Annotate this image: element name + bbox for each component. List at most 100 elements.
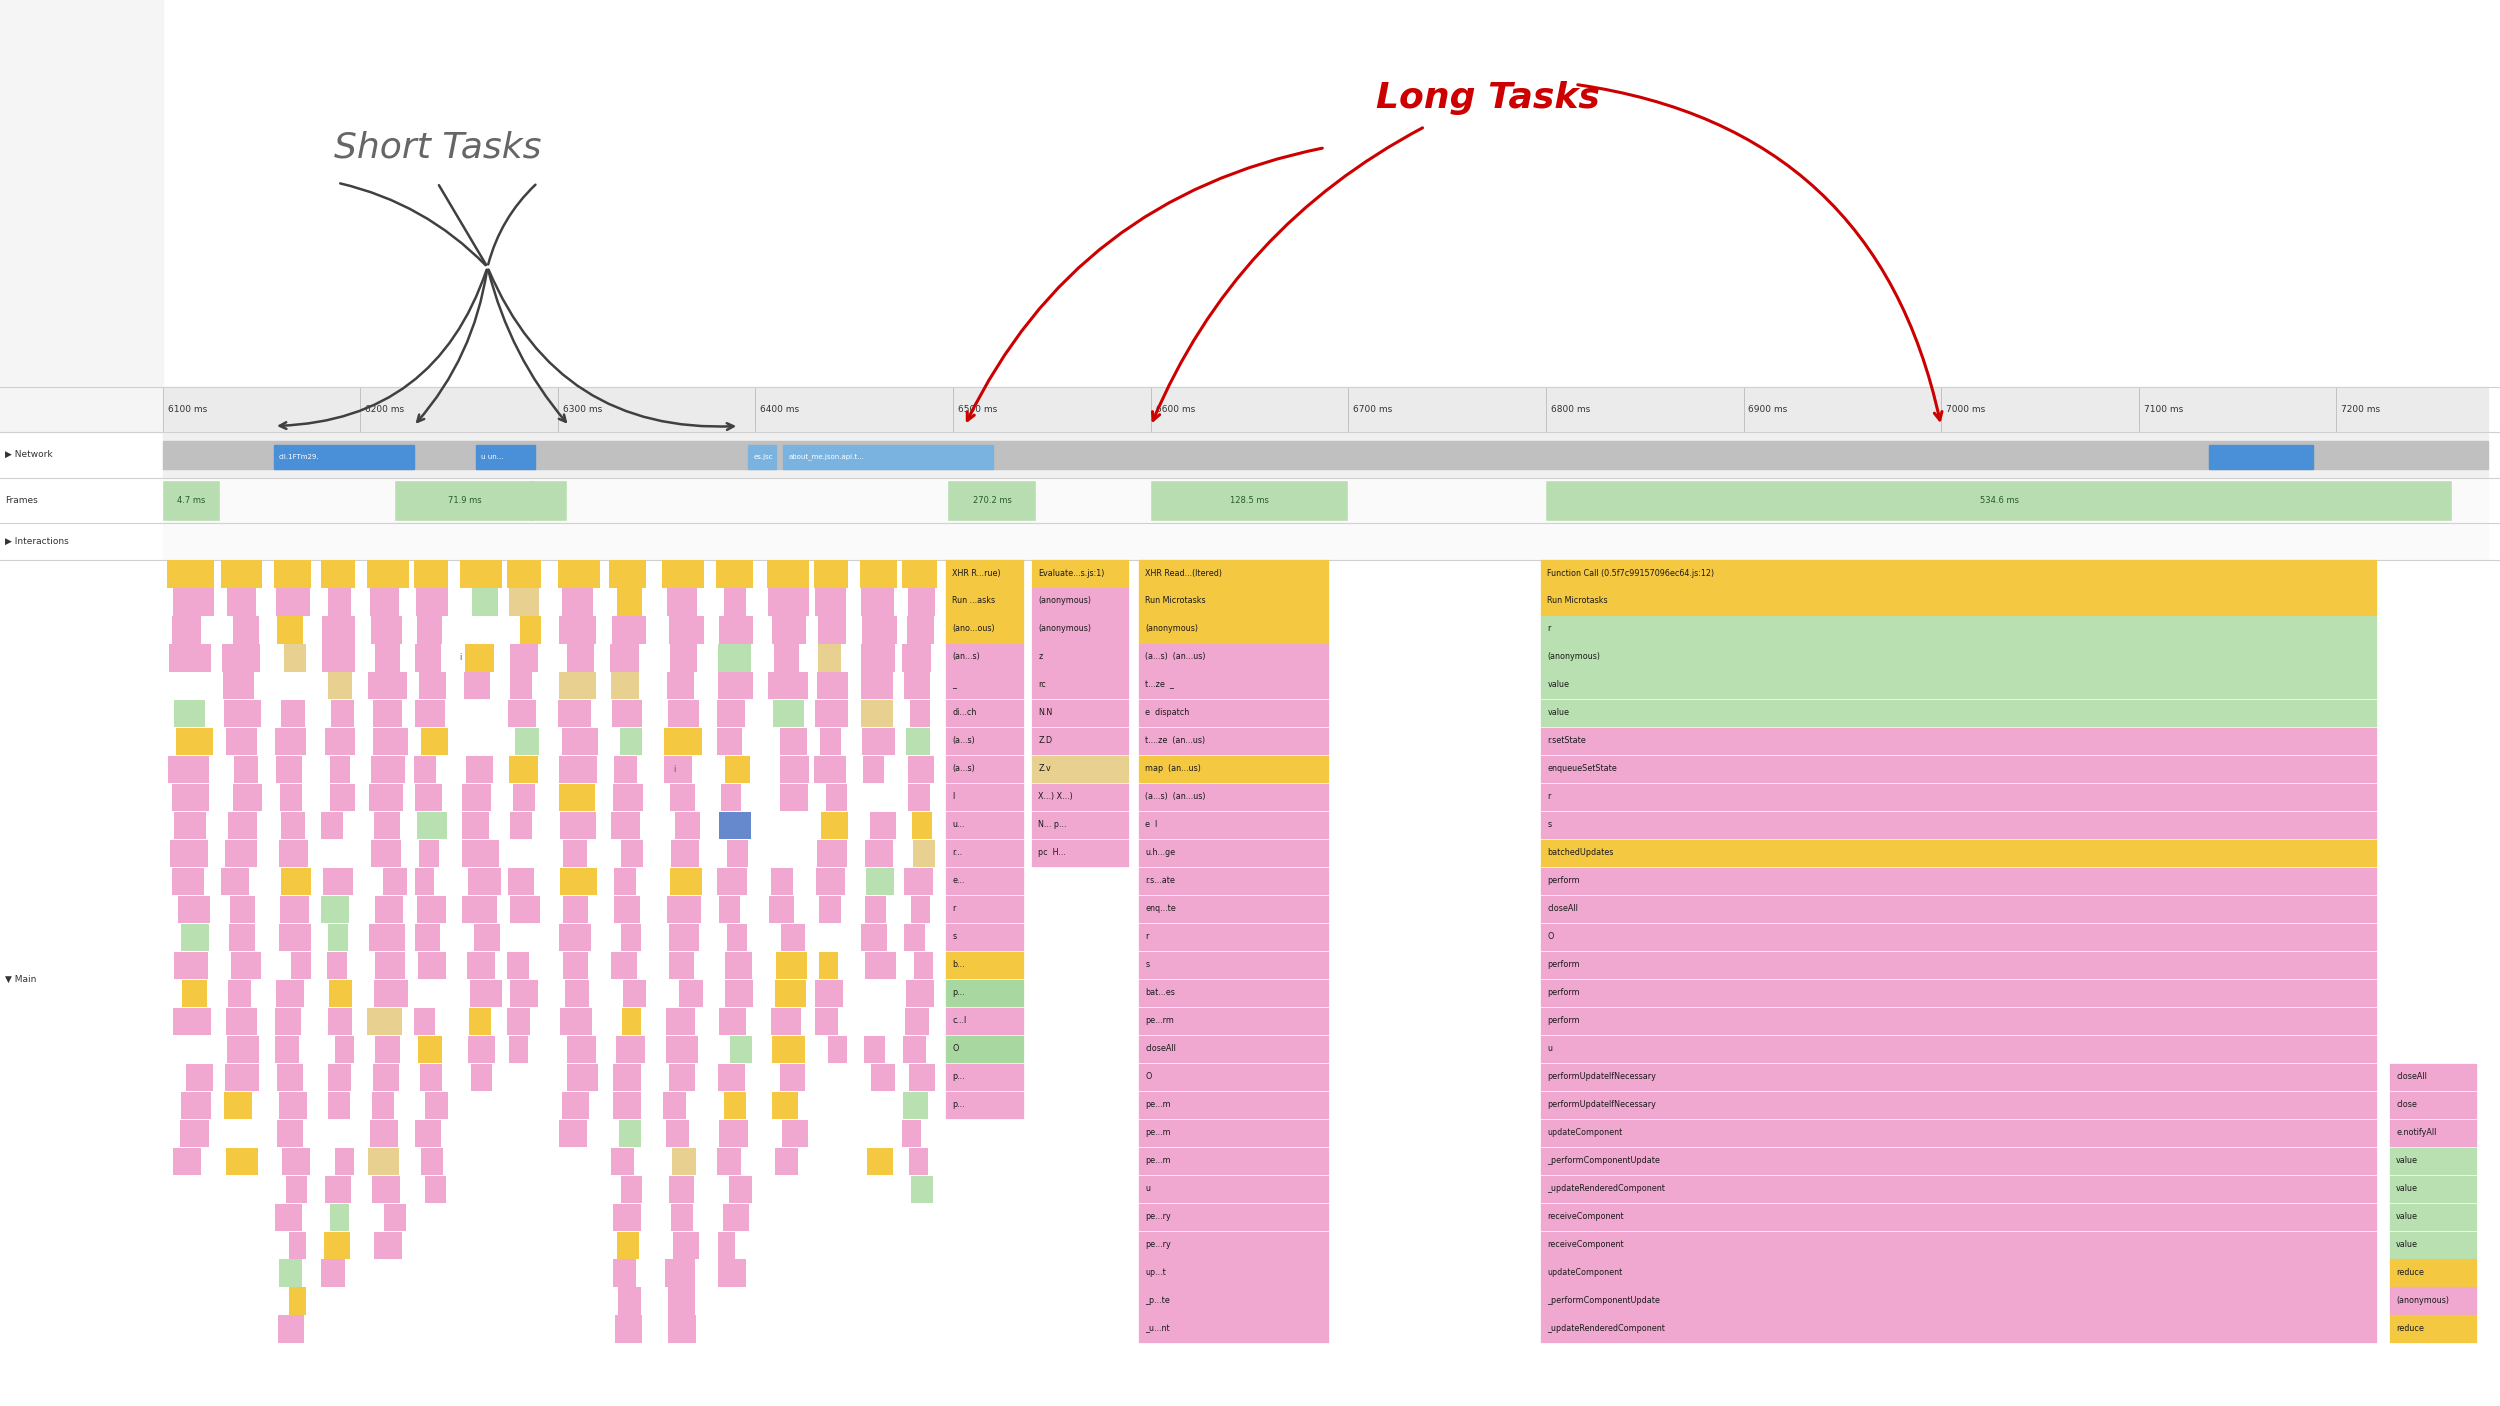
Bar	[610, 644, 638, 672]
Bar	[770, 896, 795, 924]
Bar	[1540, 1288, 2378, 1315]
Text: O: O	[1548, 932, 1555, 941]
Bar	[820, 728, 840, 755]
Bar	[718, 672, 752, 700]
Bar	[1140, 616, 1330, 644]
Bar	[670, 644, 698, 672]
Bar	[1140, 700, 1330, 727]
Bar	[280, 785, 302, 811]
Bar	[2390, 1288, 2478, 1315]
Bar	[818, 644, 840, 672]
Bar	[612, 672, 638, 700]
Bar	[1140, 1232, 1330, 1260]
Text: enq...te: enq...te	[1145, 904, 1175, 914]
Bar	[812, 756, 845, 783]
Bar	[725, 588, 748, 616]
Bar	[278, 1119, 302, 1147]
Bar	[905, 868, 932, 896]
Bar	[372, 756, 405, 783]
Bar	[775, 952, 808, 979]
Text: ▶ Interactions: ▶ Interactions	[5, 537, 70, 546]
Bar	[220, 868, 250, 896]
Bar	[1540, 1260, 2378, 1286]
Bar	[945, 924, 1025, 952]
Bar	[945, 952, 1025, 979]
Bar	[2390, 1175, 2478, 1204]
Text: pe...ry: pe...ry	[1145, 1212, 1170, 1220]
Text: Z.D: Z.D	[1038, 737, 1052, 745]
Bar	[162, 481, 220, 520]
Bar	[945, 811, 1025, 839]
Bar	[330, 700, 355, 727]
Bar	[665, 1119, 690, 1147]
Bar	[370, 616, 402, 644]
Text: XHR R...rue): XHR R...rue)	[952, 568, 1000, 578]
Text: closeAll: closeAll	[1548, 904, 1578, 914]
Bar	[612, 1260, 635, 1286]
Bar	[568, 644, 595, 672]
Text: 6700 ms: 6700 ms	[1352, 405, 1392, 413]
Bar	[1540, 588, 2378, 616]
Bar	[720, 785, 742, 811]
Bar	[668, 896, 700, 924]
Bar	[725, 1091, 745, 1119]
Bar	[278, 1316, 302, 1343]
Text: (a...s)  (an...us): (a...s) (an...us)	[1145, 793, 1205, 801]
Bar	[865, 952, 895, 979]
Bar	[290, 1288, 305, 1315]
Bar	[1032, 588, 1130, 616]
Bar	[622, 924, 642, 952]
Bar	[1140, 1119, 1330, 1147]
Bar	[768, 560, 810, 588]
Bar	[222, 672, 253, 700]
Bar	[412, 1008, 435, 1035]
Text: pe...rm: pe...rm	[1145, 1017, 1175, 1025]
Bar	[322, 644, 355, 672]
Text: _performComponentUpdate: _performComponentUpdate	[1548, 1296, 1660, 1305]
Bar	[562, 896, 588, 924]
Bar	[1032, 560, 1130, 588]
Bar	[162, 432, 2488, 478]
Bar	[1140, 1147, 1330, 1175]
Bar	[1140, 588, 1330, 616]
Bar	[1140, 924, 1330, 952]
Bar	[1540, 1204, 2378, 1232]
Bar	[1032, 839, 1130, 868]
Bar	[415, 868, 435, 896]
Bar	[728, 1175, 752, 1204]
Bar	[228, 980, 253, 1007]
Bar	[945, 728, 1025, 755]
Bar	[1032, 672, 1130, 700]
Bar	[328, 672, 352, 700]
Bar	[375, 896, 402, 924]
Text: map  (an...us): map (an...us)	[1145, 765, 1200, 773]
Text: u un...: u un...	[482, 454, 505, 460]
Bar	[320, 560, 355, 588]
Bar	[462, 896, 498, 924]
Bar	[415, 588, 447, 616]
Bar	[328, 924, 348, 952]
Bar	[162, 478, 2488, 523]
Bar	[468, 1008, 490, 1035]
Bar	[1540, 868, 2378, 896]
Bar	[173, 1147, 200, 1175]
Bar	[902, 560, 938, 588]
Text: 6300 ms: 6300 ms	[562, 405, 602, 413]
Text: XHR Read...(ltered): XHR Read...(ltered)	[1145, 568, 1222, 578]
Bar	[280, 924, 310, 952]
Bar	[725, 980, 752, 1007]
Text: pe...ry: pe...ry	[1145, 1240, 1170, 1249]
Bar	[867, 1147, 892, 1175]
Bar	[170, 839, 208, 868]
Bar	[1540, 1008, 2378, 1035]
Text: _u...nt: _u...nt	[1145, 1324, 1170, 1333]
Bar	[718, 1063, 745, 1091]
Bar	[280, 896, 310, 924]
Text: _p...te: _p...te	[1145, 1296, 1170, 1305]
Bar	[945, 896, 1025, 924]
Bar	[1140, 1204, 1330, 1232]
Bar	[720, 616, 752, 644]
Bar	[718, 728, 742, 755]
Bar	[420, 839, 440, 868]
Bar	[2390, 1119, 2478, 1147]
